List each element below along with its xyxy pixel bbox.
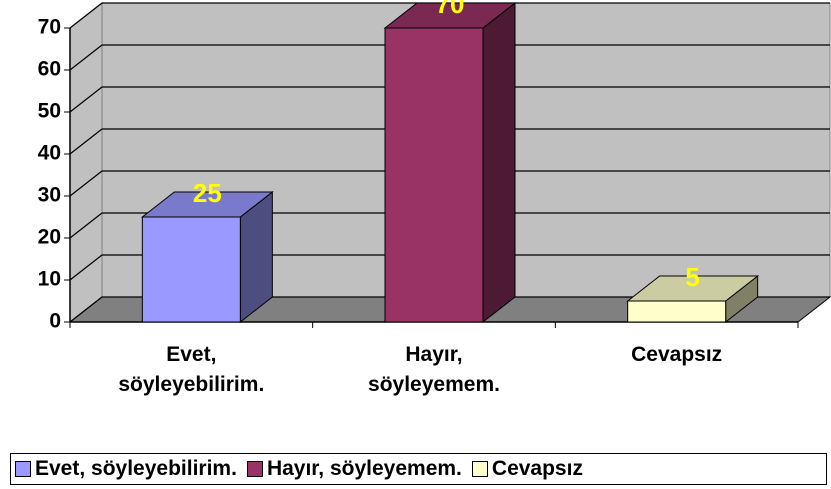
legend-item: Cevapsız [471,457,583,481]
legend: Evet, söyleyebilirim. Hayır, söyleyemem. C… [10,453,827,485]
bar [384,27,484,323]
grid-line [69,128,830,155]
y-tick-label: 20 [38,226,61,249]
y-tick-label: 30 [38,184,61,207]
y-tick-label: 50 [38,100,61,123]
x-tick-label: Cevapsız [631,343,723,366]
y-tick-label: 10 [38,268,61,291]
grid-line [69,44,830,71]
bar [627,300,727,323]
grid-line [69,212,830,239]
bar-side [482,1,516,324]
x-tick-label: Evet, söyleyebilirim. [118,343,265,396]
legend-item: Hayır, söyleyemem. [246,457,462,481]
grid-line [69,86,830,113]
legend-swatch [15,461,31,477]
legend-label: Evet, söyleyebilirim. [35,457,237,480]
legend-swatch [246,461,263,477]
legend-swatch [471,461,488,477]
y-tick-label: 60 [38,58,61,81]
grid-line [69,254,830,281]
legend-label: Hayır, söyleyemem. [266,457,462,480]
bar [141,216,241,323]
legend-label: Cevapsız [491,457,583,480]
data-label: 5 [685,262,699,292]
grid-line [69,2,830,29]
x-tick-label: Hayır, söyleyemem. [368,343,500,396]
y-tick-label: 70 [38,16,61,39]
data-label: 70 [436,0,465,19]
side-wall [69,1,103,324]
legend-item: Evet, söyleyebilirim. [15,457,237,481]
grid-line [69,296,830,323]
data-label: 25 [193,178,222,208]
y-tick-label: 40 [38,142,61,165]
grid-line [69,170,830,197]
y-tick-label: 0 [49,310,61,333]
